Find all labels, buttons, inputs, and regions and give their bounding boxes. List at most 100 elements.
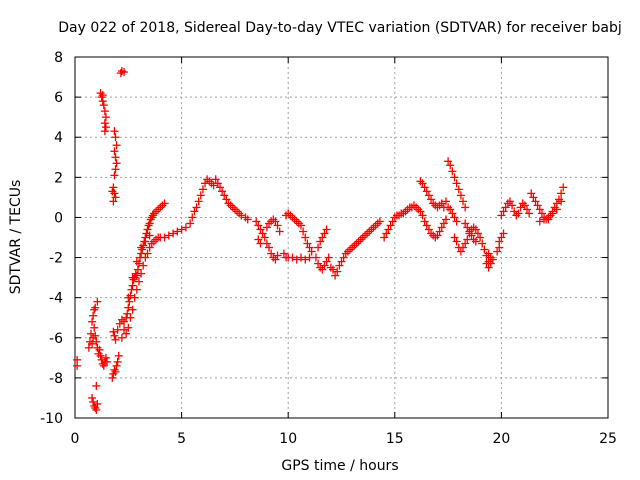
data-point xyxy=(450,213,459,222)
data-point xyxy=(100,127,109,136)
data-point xyxy=(256,225,265,234)
data-point xyxy=(461,219,470,228)
data-point xyxy=(533,201,542,210)
y-tick-label: 4 xyxy=(54,130,63,146)
data-point xyxy=(196,191,205,200)
data-point xyxy=(88,317,97,326)
data-point xyxy=(112,159,121,168)
data-point xyxy=(275,227,284,236)
data-point xyxy=(92,405,101,414)
data-point xyxy=(465,227,474,236)
data-point xyxy=(482,259,491,268)
data-point xyxy=(301,255,310,264)
data-points xyxy=(73,67,568,414)
data-point xyxy=(427,195,436,204)
data-point xyxy=(450,233,459,242)
data-point xyxy=(510,207,519,216)
data-point xyxy=(529,193,538,202)
data-point xyxy=(424,225,433,234)
data-point xyxy=(173,227,182,236)
data-point xyxy=(471,237,480,246)
plot-frame xyxy=(74,56,609,419)
data-point xyxy=(91,303,100,312)
data-point xyxy=(90,323,99,332)
data-point xyxy=(101,123,110,132)
data-point xyxy=(461,239,470,248)
data-point xyxy=(478,239,487,248)
data-point xyxy=(143,249,152,258)
data-point xyxy=(322,257,331,266)
data-point xyxy=(380,233,389,242)
data-point xyxy=(110,147,119,156)
data-point xyxy=(220,191,229,200)
data-point xyxy=(160,233,169,242)
data-point xyxy=(514,209,523,218)
data-point xyxy=(461,203,470,212)
data-point xyxy=(520,201,529,210)
data-point xyxy=(111,335,120,344)
data-point xyxy=(499,229,508,238)
data-point xyxy=(92,337,101,346)
data-point xyxy=(420,217,429,226)
data-point xyxy=(102,357,111,366)
data-point xyxy=(497,211,506,220)
data-point xyxy=(484,249,493,258)
data-point xyxy=(535,217,544,226)
chart-title: Day 022 of 2018, Sidereal Day-to-day VTE… xyxy=(58,20,621,36)
data-point xyxy=(111,193,120,202)
data-point xyxy=(262,223,271,232)
data-point xyxy=(198,185,207,194)
data-point xyxy=(128,281,137,290)
data-point xyxy=(111,133,120,142)
data-point xyxy=(495,243,504,252)
data-point xyxy=(339,253,348,262)
data-point xyxy=(456,247,465,256)
data-point xyxy=(91,403,100,412)
x-tick-label: 0 xyxy=(71,431,80,447)
data-point xyxy=(99,361,108,370)
data-point xyxy=(454,185,463,194)
data-point xyxy=(435,227,444,236)
data-point xyxy=(301,233,310,242)
data-point xyxy=(324,253,333,262)
data-point xyxy=(516,203,525,212)
data-point xyxy=(548,209,557,218)
data-point xyxy=(424,191,433,200)
data-point xyxy=(450,173,459,182)
data-point xyxy=(480,245,489,254)
data-point xyxy=(109,327,118,336)
data-point xyxy=(92,381,101,390)
data-point xyxy=(95,345,104,354)
data-point xyxy=(108,373,117,382)
data-point xyxy=(544,213,553,222)
data-point xyxy=(177,225,186,234)
data-point xyxy=(322,225,331,234)
data-point xyxy=(254,235,263,244)
data-point xyxy=(456,191,465,200)
data-point xyxy=(288,253,297,262)
data-point xyxy=(260,233,269,242)
data-point xyxy=(111,367,120,376)
data-point xyxy=(218,187,227,196)
data-point xyxy=(422,187,431,196)
x-axis-label: GPS time / hours xyxy=(281,458,398,474)
data-point xyxy=(486,253,495,262)
data-point xyxy=(110,365,119,374)
data-point xyxy=(493,247,502,256)
data-point xyxy=(146,215,155,224)
data-point xyxy=(559,183,568,192)
data-point xyxy=(318,233,327,242)
data-point xyxy=(96,351,105,360)
data-point xyxy=(143,225,152,234)
data-point xyxy=(448,209,457,218)
data-point xyxy=(476,233,485,242)
data-point xyxy=(97,93,106,102)
data-point xyxy=(124,303,133,312)
x-tick-label: 5 xyxy=(177,431,186,447)
data-point xyxy=(418,211,427,220)
data-point xyxy=(123,309,132,318)
data-point xyxy=(557,189,566,198)
data-point xyxy=(307,247,316,256)
y-tick-label: 6 xyxy=(54,90,63,106)
data-point xyxy=(192,203,201,212)
